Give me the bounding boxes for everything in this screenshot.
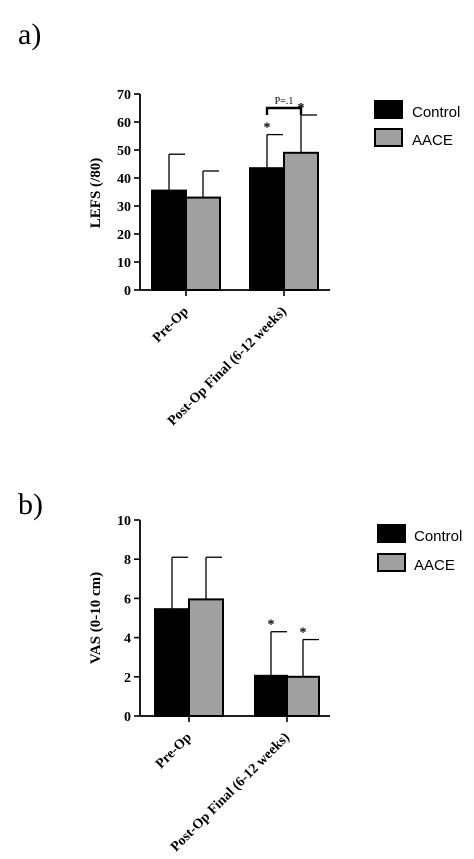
bar-control-2	[249, 167, 285, 291]
y-tick-label: 10	[117, 256, 131, 271]
y-tick-label: 40	[117, 172, 131, 187]
y-tick-label: 0	[124, 284, 131, 299]
y-tick-label: 10	[117, 514, 131, 529]
legend-swatch-aace	[374, 128, 403, 147]
bar-aace-1	[188, 598, 224, 718]
y-axis-title: LEFS (/80)	[88, 158, 104, 228]
legend-swatch-control	[377, 524, 406, 543]
bar-control-1	[154, 608, 190, 717]
panel-label: a)	[18, 18, 41, 51]
comparison-bracket	[265, 106, 303, 115]
bar-control-2	[254, 674, 288, 718]
significance-marker: *	[264, 121, 271, 136]
significance-marker: *	[300, 626, 307, 641]
bar-control-1	[151, 189, 187, 292]
panel-label: b)	[18, 488, 43, 521]
legend-label-control: Control	[412, 104, 460, 121]
legend-label-aace: AACE	[412, 132, 453, 149]
legend-label-control: Control	[414, 528, 462, 545]
bar-aace-2	[283, 151, 319, 291]
y-tick-label: 70	[117, 88, 131, 103]
x-category-label: Pre-Op	[153, 730, 195, 772]
y-tick-label: 0	[124, 710, 131, 725]
legend-label-aace: AACE	[414, 557, 455, 574]
significance-marker: *	[268, 618, 275, 633]
y-tick-label: 50	[117, 144, 131, 159]
y-tick-label: 20	[117, 228, 131, 243]
y-tick-label: 8	[124, 553, 131, 568]
x-category-label: Pre-Op	[150, 304, 192, 346]
p-value-label: P=.1	[275, 96, 294, 107]
y-axis-title: VAS (0-10 cm)	[88, 572, 104, 664]
y-tick-label: 6	[124, 592, 131, 607]
y-tick-label: 4	[124, 632, 131, 647]
bar-aace-1	[185, 196, 221, 292]
legend-swatch-aace	[377, 553, 406, 572]
legend-swatch-control	[374, 100, 403, 119]
y-tick-label: 30	[117, 200, 131, 215]
y-tick-label: 60	[117, 116, 131, 131]
y-tick-label: 2	[124, 671, 131, 686]
bar-aace-2	[286, 675, 320, 717]
